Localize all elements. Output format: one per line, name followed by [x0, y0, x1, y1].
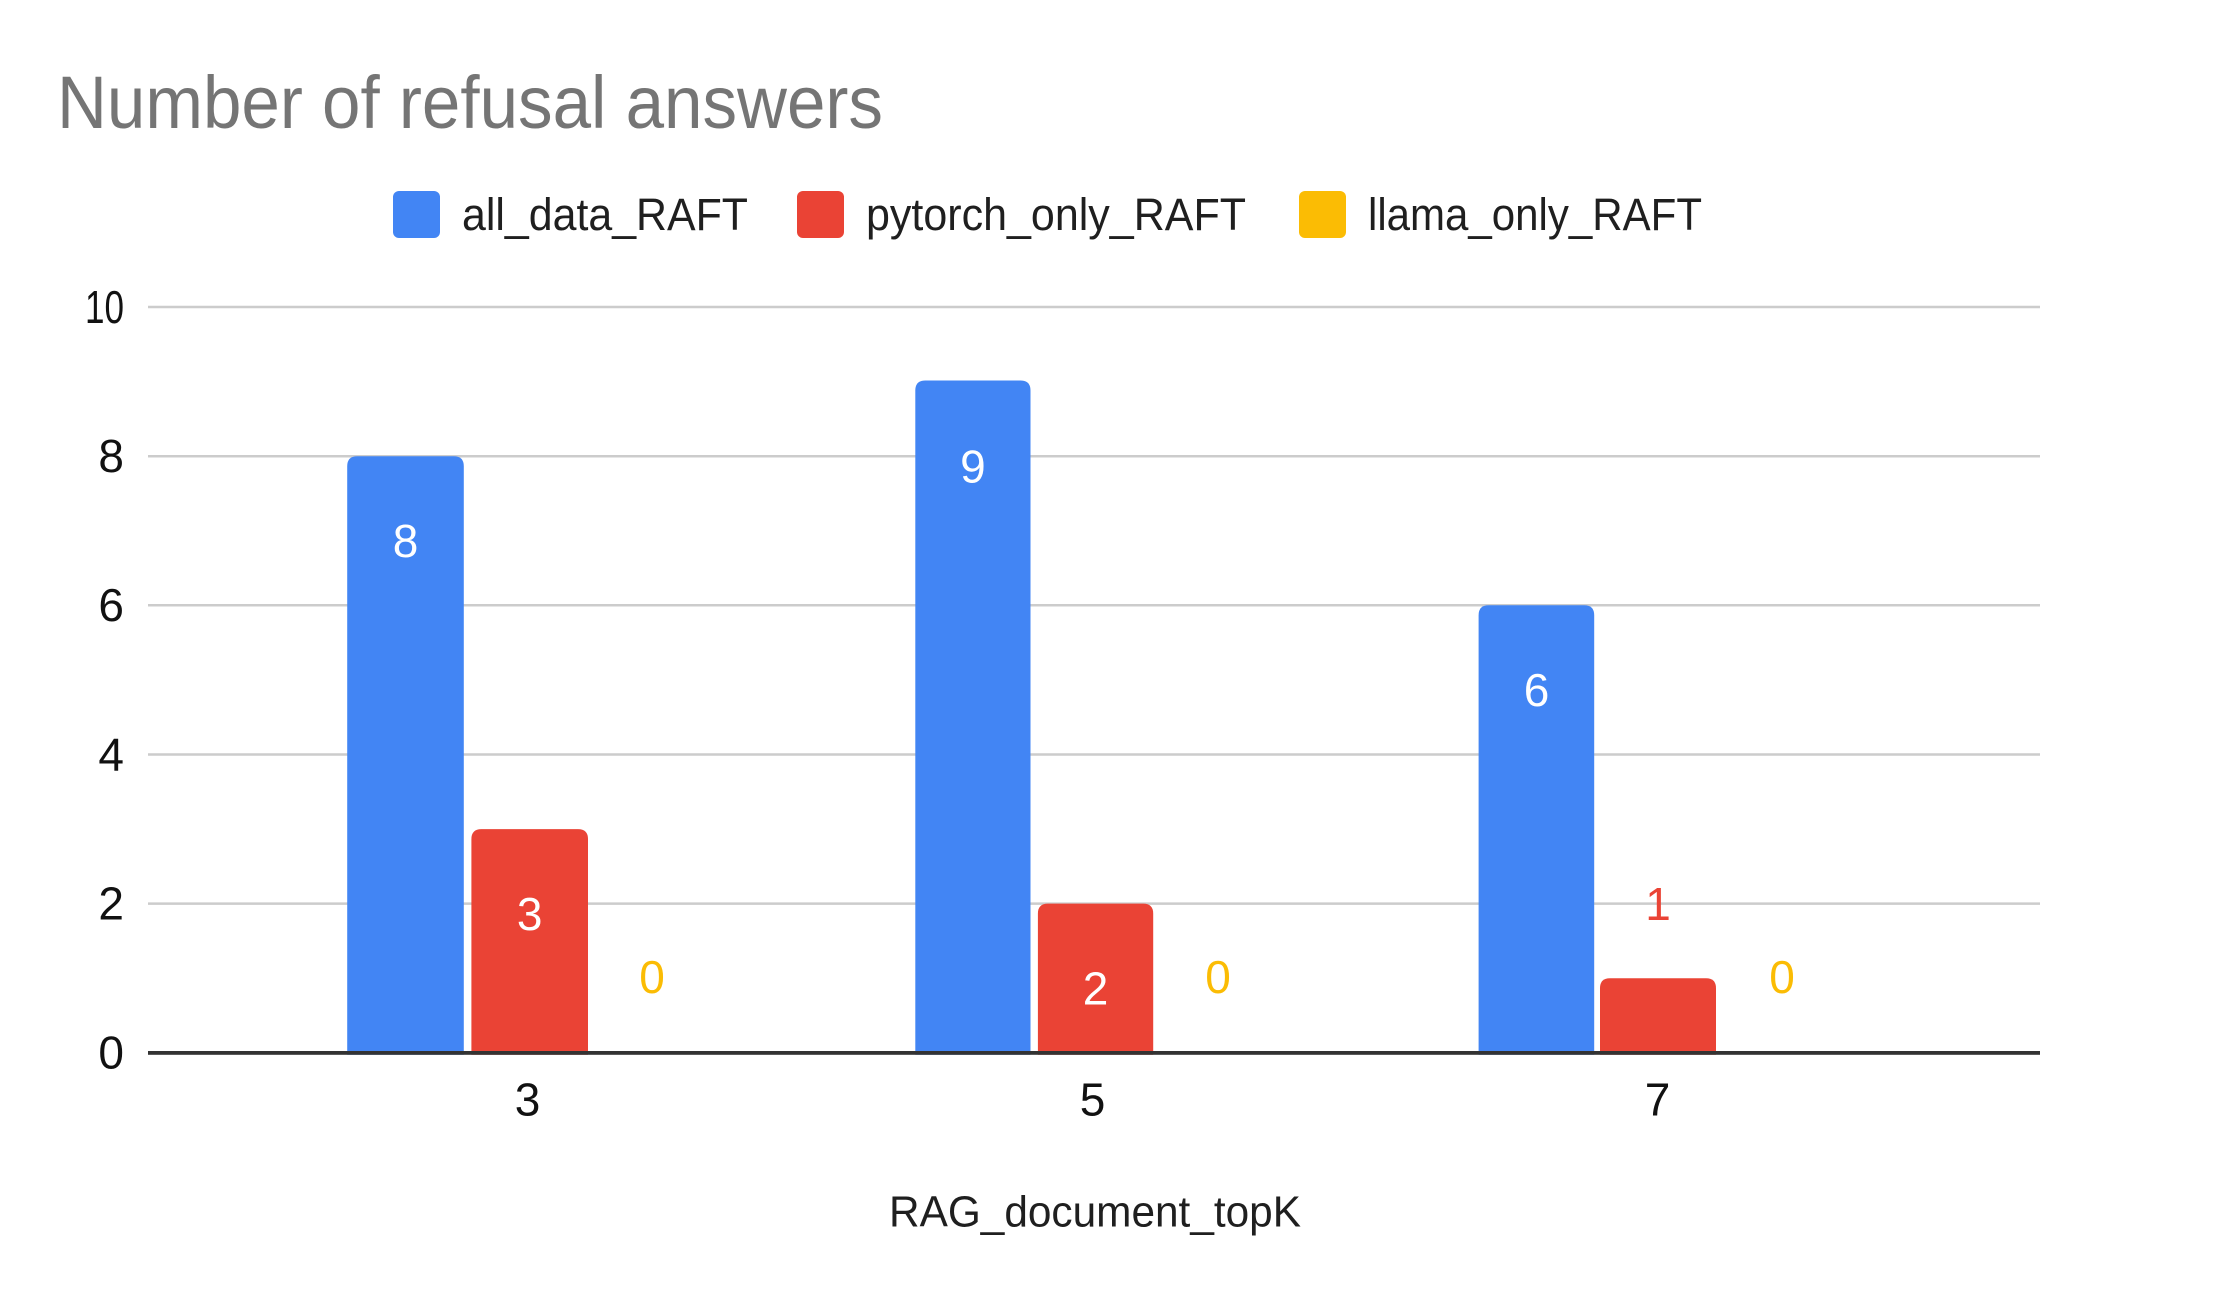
svg-text:7: 7	[1645, 1073, 1671, 1125]
svg-text:3: 3	[517, 888, 543, 940]
svg-text:9: 9	[960, 440, 986, 492]
svg-text:3: 3	[515, 1073, 541, 1125]
svg-text:4: 4	[98, 728, 124, 780]
svg-text:pytorch_only_RAFT: pytorch_only_RAFT	[866, 189, 1246, 240]
svg-text:6: 6	[98, 579, 124, 631]
svg-text:6: 6	[1524, 664, 1550, 716]
svg-text:all_data_RAFT: all_data_RAFT	[462, 189, 748, 240]
svg-text:0: 0	[1205, 951, 1231, 1003]
svg-text:8: 8	[98, 430, 124, 482]
svg-text:2: 2	[98, 877, 124, 929]
svg-text:2: 2	[1083, 962, 1109, 1014]
svg-text:Number of refusal answers: Number of refusal answers	[57, 61, 883, 144]
svg-text:llama_only_RAFT: llama_only_RAFT	[1368, 189, 1702, 240]
svg-text:0: 0	[639, 951, 665, 1003]
svg-text:0: 0	[1769, 951, 1795, 1003]
svg-text:8: 8	[393, 515, 419, 567]
svg-text:5: 5	[1080, 1073, 1106, 1125]
svg-text:0: 0	[98, 1027, 124, 1079]
svg-text:1: 1	[1645, 878, 1671, 930]
svg-text:RAG_document_topK: RAG_document_topK	[889, 1187, 1301, 1236]
svg-text:10: 10	[85, 281, 124, 333]
